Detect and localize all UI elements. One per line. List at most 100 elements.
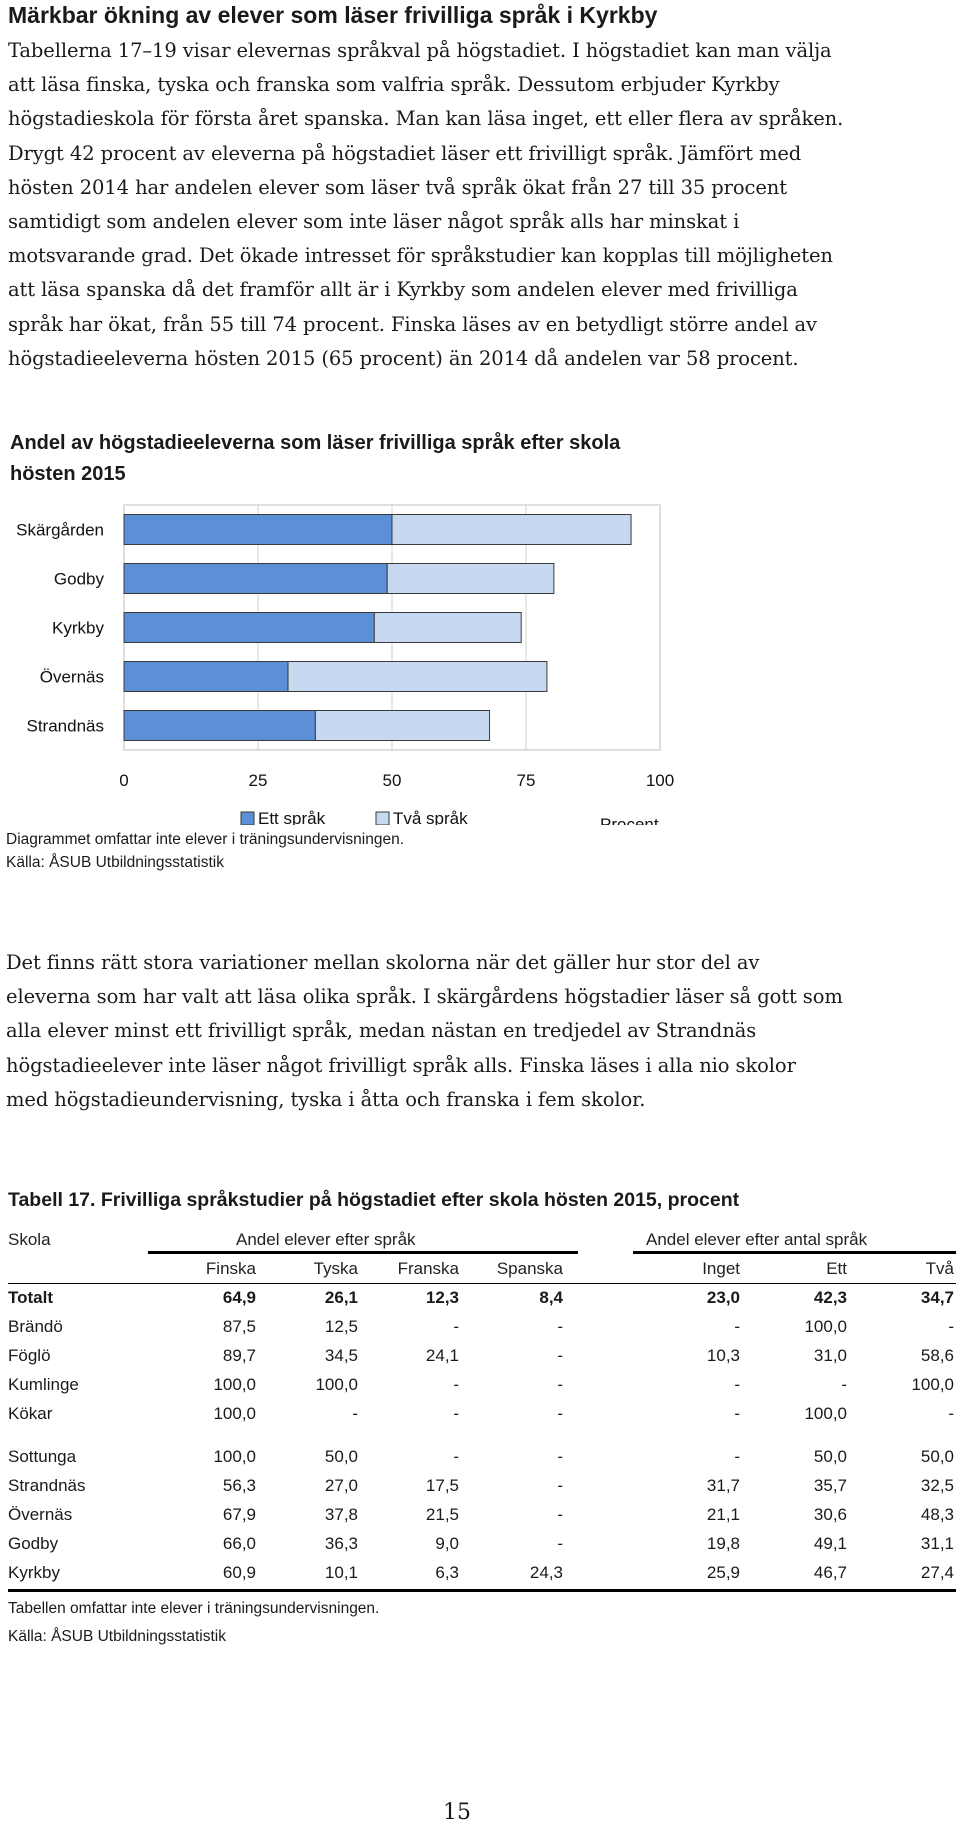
table-cell: - (734, 1317, 740, 1336)
bar-ett-sprak (123, 563, 388, 594)
group-rule-languages (148, 1251, 578, 1254)
table-cell: - (453, 1317, 459, 1336)
intro-line: Tabellerna 17–19 visar elevernas språkva… (8, 39, 832, 62)
table-cell: - (453, 1404, 459, 1423)
intro-line: att läsa finska, tyska och franska som v… (8, 73, 780, 97)
bar-tva-sprak (386, 563, 555, 594)
header-tva: Två (925, 1259, 954, 1278)
table-row-total: Totalt 64,9 26,1 12,3 8,4 23,0 42,3 34,7 (8, 1283, 956, 1312)
intro-paragraph: Tabellerna 17–19 visar elevernas språkva… (8, 34, 958, 376)
table-cell: - (948, 1317, 954, 1336)
table-cell: - (352, 1404, 358, 1423)
table-header-row: Finska Tyska Franska Spanska Inget Ett T… (8, 1254, 956, 1283)
table-row-gap (8, 1428, 956, 1442)
table-cell: 26,1 (324, 1288, 358, 1307)
header-inget: Inget (702, 1259, 740, 1278)
chart-title-line: hösten 2015 (10, 463, 126, 485)
bar-ett-sprak (123, 514, 393, 545)
body-paragraph: Det finns rätt stora variationer mellan … (6, 946, 956, 1117)
table-cell: - (734, 1447, 740, 1466)
table-cell: 34,5 (324, 1346, 358, 1365)
table-cell: 87,5 (222, 1317, 256, 1336)
table-cell: 8,4 (539, 1288, 563, 1307)
table-cell: 36,3 (324, 1534, 358, 1553)
header-ett: Ett (826, 1259, 847, 1278)
table-cell: - (557, 1476, 563, 1495)
intro-line: hösten 2014 har andelen elever som läser… (8, 175, 788, 199)
table-cell: - (453, 1375, 459, 1394)
table-cell: - (557, 1317, 563, 1336)
table-cell: 32,5 (920, 1476, 954, 1495)
tick-label: 75 (517, 771, 536, 790)
table-cell: 31,7 (706, 1476, 740, 1495)
table-cell: - (453, 1447, 459, 1466)
bar-ett-sprak (123, 710, 316, 741)
header-rule (8, 1283, 956, 1284)
table-cell: 100,0 (315, 1375, 358, 1394)
table-cell: - (734, 1404, 740, 1423)
table-cell: 56,3 (222, 1476, 256, 1495)
body-line: alla elever minst ett frivilligt språk, … (6, 1019, 757, 1043)
table-cell: 100,0 (804, 1404, 847, 1423)
table-title: Tabell 17. Frivilliga språkstudier på hö… (8, 1189, 740, 1211)
table-row: Sottunga 100,0 50,0 - - - 50,0 50,0 (8, 1442, 956, 1471)
table-cell: 23,0 (706, 1288, 740, 1307)
table-cell: 100,0 (213, 1404, 256, 1423)
table-cell: 42,3 (813, 1288, 847, 1307)
table-row: Kökar 100,0 - - - - 100,0 - (8, 1399, 956, 1428)
table-cell: 21,1 (706, 1505, 740, 1524)
intro-line: Drygt 42 procent av eleverna på högstadi… (8, 141, 802, 165)
table-note-text: Tabellen omfattar inte elever i tränings… (8, 1600, 380, 1617)
table-cell-school: Övernäs (8, 1505, 73, 1524)
legend-swatch (240, 811, 255, 825)
table-cell: 60,9 (222, 1563, 256, 1582)
header-franska: Franska (397, 1259, 459, 1278)
table-cell-school: Totalt (8, 1288, 54, 1307)
group-rule-count (633, 1251, 956, 1254)
table-cell-school: Godby (8, 1534, 59, 1553)
table-cell: 27,0 (324, 1476, 358, 1495)
bar-ett-sprak (123, 612, 375, 643)
bar-ett-sprak (123, 661, 289, 692)
table-cell: 24,3 (529, 1563, 563, 1582)
table-cell: - (948, 1404, 954, 1423)
intro-line: högstadieeleverna hösten 2015 (65 procen… (8, 346, 799, 370)
category-label: Godby (54, 570, 105, 589)
table-row: Strandnäs 56,3 27,0 17,5 - 31,7 35,7 32,5 (8, 1471, 956, 1500)
tick-label: 50 (383, 771, 402, 790)
legend-label: Två språk (393, 809, 468, 825)
table-cell-school: Föglö (8, 1346, 51, 1365)
table-cell: - (557, 1534, 563, 1553)
table-cell: 31,0 (813, 1346, 847, 1365)
table-cell: 46,7 (813, 1563, 847, 1582)
header-school: Skola (8, 1230, 51, 1249)
table-cell: 17,5 (425, 1476, 459, 1495)
bar-tva-sprak (373, 612, 522, 643)
intro-line: motsvarande grad. Det ökade intresset fö… (8, 244, 833, 268)
header-spanska: Spanska (496, 1259, 563, 1278)
header-group-languages: Andel elever efter språk (236, 1230, 416, 1249)
intro-line: samtidigt som andelen elever som inte lä… (8, 210, 740, 234)
table-source: Källa: ÅSUB Utbildningsstatistik (8, 1628, 226, 1645)
table-cell: 37,8 (324, 1505, 358, 1524)
intro-line: högstadieskola för första året spanska. … (8, 107, 844, 131)
table-cell: 30,6 (813, 1505, 847, 1524)
table-cell: 49,1 (813, 1534, 847, 1553)
bar-chart: Skärgården Godby Kyrkby Övernäs Strandnäs 0 25… (16, 504, 674, 825)
table-bottom-rule (8, 1589, 956, 1592)
body-line: med högstadieundervisning, tyska i åtta … (6, 1087, 646, 1111)
body-line: högstadieelever inte läser något frivill… (6, 1053, 796, 1077)
table-cell: 19,8 (706, 1534, 740, 1553)
table-cell: 64,9 (222, 1288, 256, 1307)
table-cell-school: Sottunga (8, 1447, 77, 1466)
legend-label: Ett språk (258, 809, 326, 825)
table-body: Totalt 64,9 26,1 12,3 8,4 23,0 42,3 34,7 Brändö 8… (8, 1283, 956, 1587)
table-cell: 6,3 (435, 1563, 459, 1582)
table-cell: - (557, 1505, 563, 1524)
table-header-group-row: Skola Andel elever efter språk Andel ele… (8, 1225, 956, 1254)
chart-source: Källa: ÅSUB Utbildningsstatistik (6, 854, 224, 871)
bar-tva-sprak (287, 661, 548, 692)
table-cell: 21,5 (425, 1505, 459, 1524)
table-note: Tabellen omfattar inte elever i tränings… (8, 1595, 379, 1651)
table-cell: 35,7 (813, 1476, 847, 1495)
